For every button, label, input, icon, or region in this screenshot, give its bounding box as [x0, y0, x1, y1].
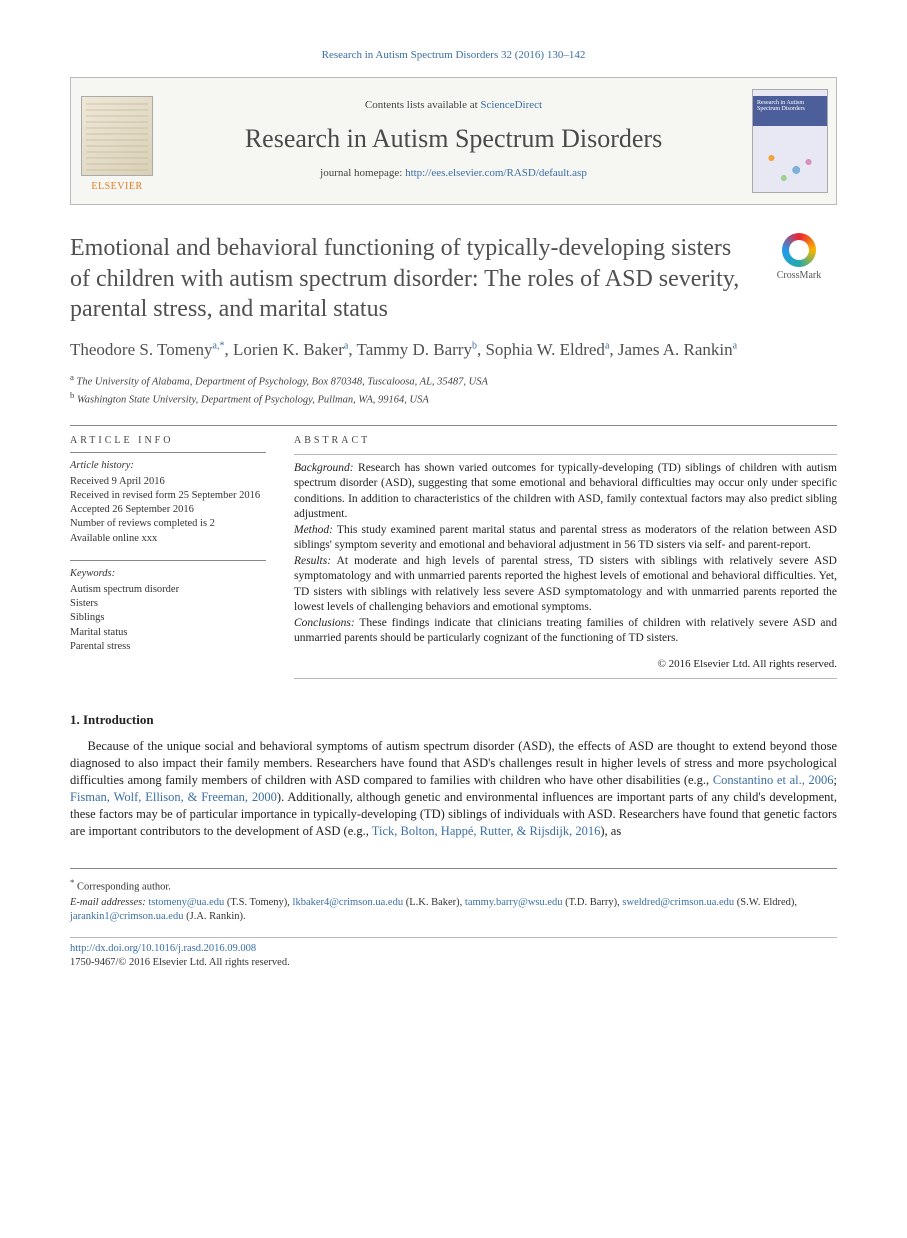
author-affil-marker: a [733, 340, 737, 351]
abs-text: At moderate and high levels of parental … [294, 555, 837, 614]
contents-prefix: Contents lists available at [365, 99, 480, 111]
keywords-block: Keywords: Autism spectrum disorder Siste… [70, 560, 266, 654]
doi-block: http://dx.doi.org/10.1016/j.rasd.2016.09… [70, 937, 837, 970]
affiliation-a: a The University of Alabama, Department … [70, 372, 837, 390]
keyword: Siblings [70, 611, 266, 625]
history-item: Received in revised form 25 September 20… [70, 489, 266, 503]
page: Research in Autism Spectrum Disorders 32… [0, 0, 907, 1010]
introduction-body: Because of the unique social and behavio… [70, 738, 837, 839]
cover-thumb-col [744, 78, 836, 204]
article-info-col: ARTICLE INFO Article history: Received 9… [70, 434, 266, 685]
issn-copyright-line: 1750-9467/© 2016 Elsevier Ltd. All right… [70, 956, 837, 970]
abs-label: Background: [294, 462, 354, 474]
abs-label: Method: [294, 524, 333, 536]
cover-art-icon [759, 146, 821, 186]
divider [70, 425, 837, 426]
author-name: , Sophia W. Eldred [477, 340, 605, 359]
keyword: Marital status [70, 626, 266, 640]
abstract-col: ABSTRACT Background: Research has shown … [294, 434, 837, 685]
author-name: , James A. Rankin [609, 340, 732, 359]
body-fragment: ; [834, 773, 837, 787]
running-head: Research in Autism Spectrum Disorders 32… [70, 48, 837, 63]
email-link[interactable]: jarankin1@crimson.ua.edu [70, 911, 183, 922]
affiliation-text: The University of Alabama, Department of… [77, 376, 488, 387]
journal-title: Research in Autism Spectrum Disorders [173, 121, 734, 156]
doi-link[interactable]: http://dx.doi.org/10.1016/j.rasd.2016.09… [70, 943, 256, 954]
abs-label: Results: [294, 555, 331, 567]
crossmark-icon [782, 233, 816, 267]
author-name: , Lorien K. Baker [224, 340, 343, 359]
journal-homepage-line: journal homepage: http://ees.elsevier.co… [173, 166, 734, 181]
abstract-heading: ABSTRACT [294, 434, 837, 448]
article-history-block: Article history: Received 9 April 2016 R… [70, 452, 266, 546]
abs-text: This study examined parent marital statu… [294, 524, 837, 552]
abs-text: These findings indicate that clinicians … [294, 617, 837, 645]
email-link[interactable]: tstomeny@ua.edu [148, 897, 224, 908]
corr-text: Corresponding author. [74, 881, 171, 892]
article-info-heading: ARTICLE INFO [70, 434, 266, 448]
journal-homepage-link[interactable]: http://ees.elsevier.com/RASD/default.asp [405, 167, 587, 179]
abstract-conclusions: Conclusions: These findings indicate tha… [294, 616, 837, 647]
citation-link[interactable]: Tick, Bolton, Happé, Rutter, & Rijsdijk,… [372, 824, 601, 838]
author-list: Theodore S. Tomenya,*, Lorien K. Bakera,… [70, 339, 837, 362]
history-item: Accepted 26 September 2016 [70, 503, 266, 517]
abstract-results: Results: At moderate and high levels of … [294, 554, 837, 616]
email-link[interactable]: sweldred@crimson.ua.edu [622, 897, 734, 908]
abs-text: Research has shown varied outcomes for t… [294, 462, 837, 521]
history-heading: Article history: [70, 459, 266, 473]
keyword: Parental stress [70, 640, 266, 654]
email-who: (L.K. Baker), [403, 897, 465, 908]
author-name: Theodore S. Tomeny [70, 340, 213, 359]
cover-band [753, 96, 827, 126]
body-fragment: ), as [600, 824, 621, 838]
email-link[interactable]: lkbaker4@crimson.ua.edu [293, 897, 404, 908]
citation-link[interactable]: Fisman, Wolf, Ellison, & Freeman, 2000 [70, 790, 277, 804]
crossmark-badge[interactable]: CrossMark [761, 233, 837, 283]
crossmark-label: CrossMark [777, 269, 821, 283]
homepage-prefix: journal homepage: [320, 167, 405, 179]
contents-available-line: Contents lists available at ScienceDirec… [173, 98, 734, 113]
publisher-name: ELSEVIER [91, 180, 142, 194]
affiliation-b: b Washington State University, Departmen… [70, 390, 837, 408]
masthead-center: Contents lists available at ScienceDirec… [163, 78, 744, 204]
abstract-copyright: © 2016 Elsevier Ltd. All rights reserved… [294, 657, 837, 672]
email-who: (T.S. Tomeny), [224, 897, 292, 908]
email-who: (T.D. Barry), [563, 897, 623, 908]
corresponding-author-note: * Corresponding author. [70, 877, 837, 895]
footnotes: * Corresponding author. E-mail addresses… [70, 868, 837, 970]
abstract-background: Background: Research has shown varied ou… [294, 461, 837, 523]
email-who: (J.A. Rankin). [183, 911, 245, 922]
info-abstract-row: ARTICLE INFO Article history: Received 9… [70, 434, 837, 685]
article-title: Emotional and behavioral functioning of … [70, 233, 747, 325]
section-heading-introduction: 1. Introduction [70, 711, 837, 729]
citation-link[interactable]: Constantino et al., 2006 [713, 773, 834, 787]
keywords-heading: Keywords: [70, 567, 266, 581]
email-label: E-mail addresses: [70, 897, 148, 908]
history-item: Number of reviews completed is 2 [70, 517, 266, 531]
sciencedirect-link[interactable]: ScienceDirect [480, 99, 542, 111]
divider [294, 678, 837, 679]
title-row: Emotional and behavioral functioning of … [70, 233, 837, 325]
history-item: Available online xxx [70, 532, 266, 546]
divider [294, 454, 837, 455]
author-name: , Tammy D. Barry [348, 340, 472, 359]
affiliation-text: Washington State University, Department … [77, 394, 429, 405]
abs-label: Conclusions: [294, 617, 355, 629]
email-link[interactable]: tammy.barry@wsu.edu [465, 897, 563, 908]
keyword: Autism spectrum disorder [70, 583, 266, 597]
introduction-paragraph: Because of the unique social and behavio… [70, 738, 837, 839]
journal-masthead: ELSEVIER Contents lists available at Sci… [70, 77, 837, 205]
email-who: (S.W. Eldred), [734, 897, 797, 908]
history-item: Received 9 April 2016 [70, 475, 266, 489]
abstract-method: Method: This study examined parent marit… [294, 523, 837, 554]
affiliations: a The University of Alabama, Department … [70, 372, 837, 407]
email-addresses-line: E-mail addresses: tstomeny@ua.edu (T.S. … [70, 896, 837, 924]
journal-cover-thumbnail [752, 89, 828, 193]
publisher-logo-col: ELSEVIER [71, 78, 163, 204]
elsevier-tree-icon [81, 96, 153, 176]
keyword: Sisters [70, 597, 266, 611]
